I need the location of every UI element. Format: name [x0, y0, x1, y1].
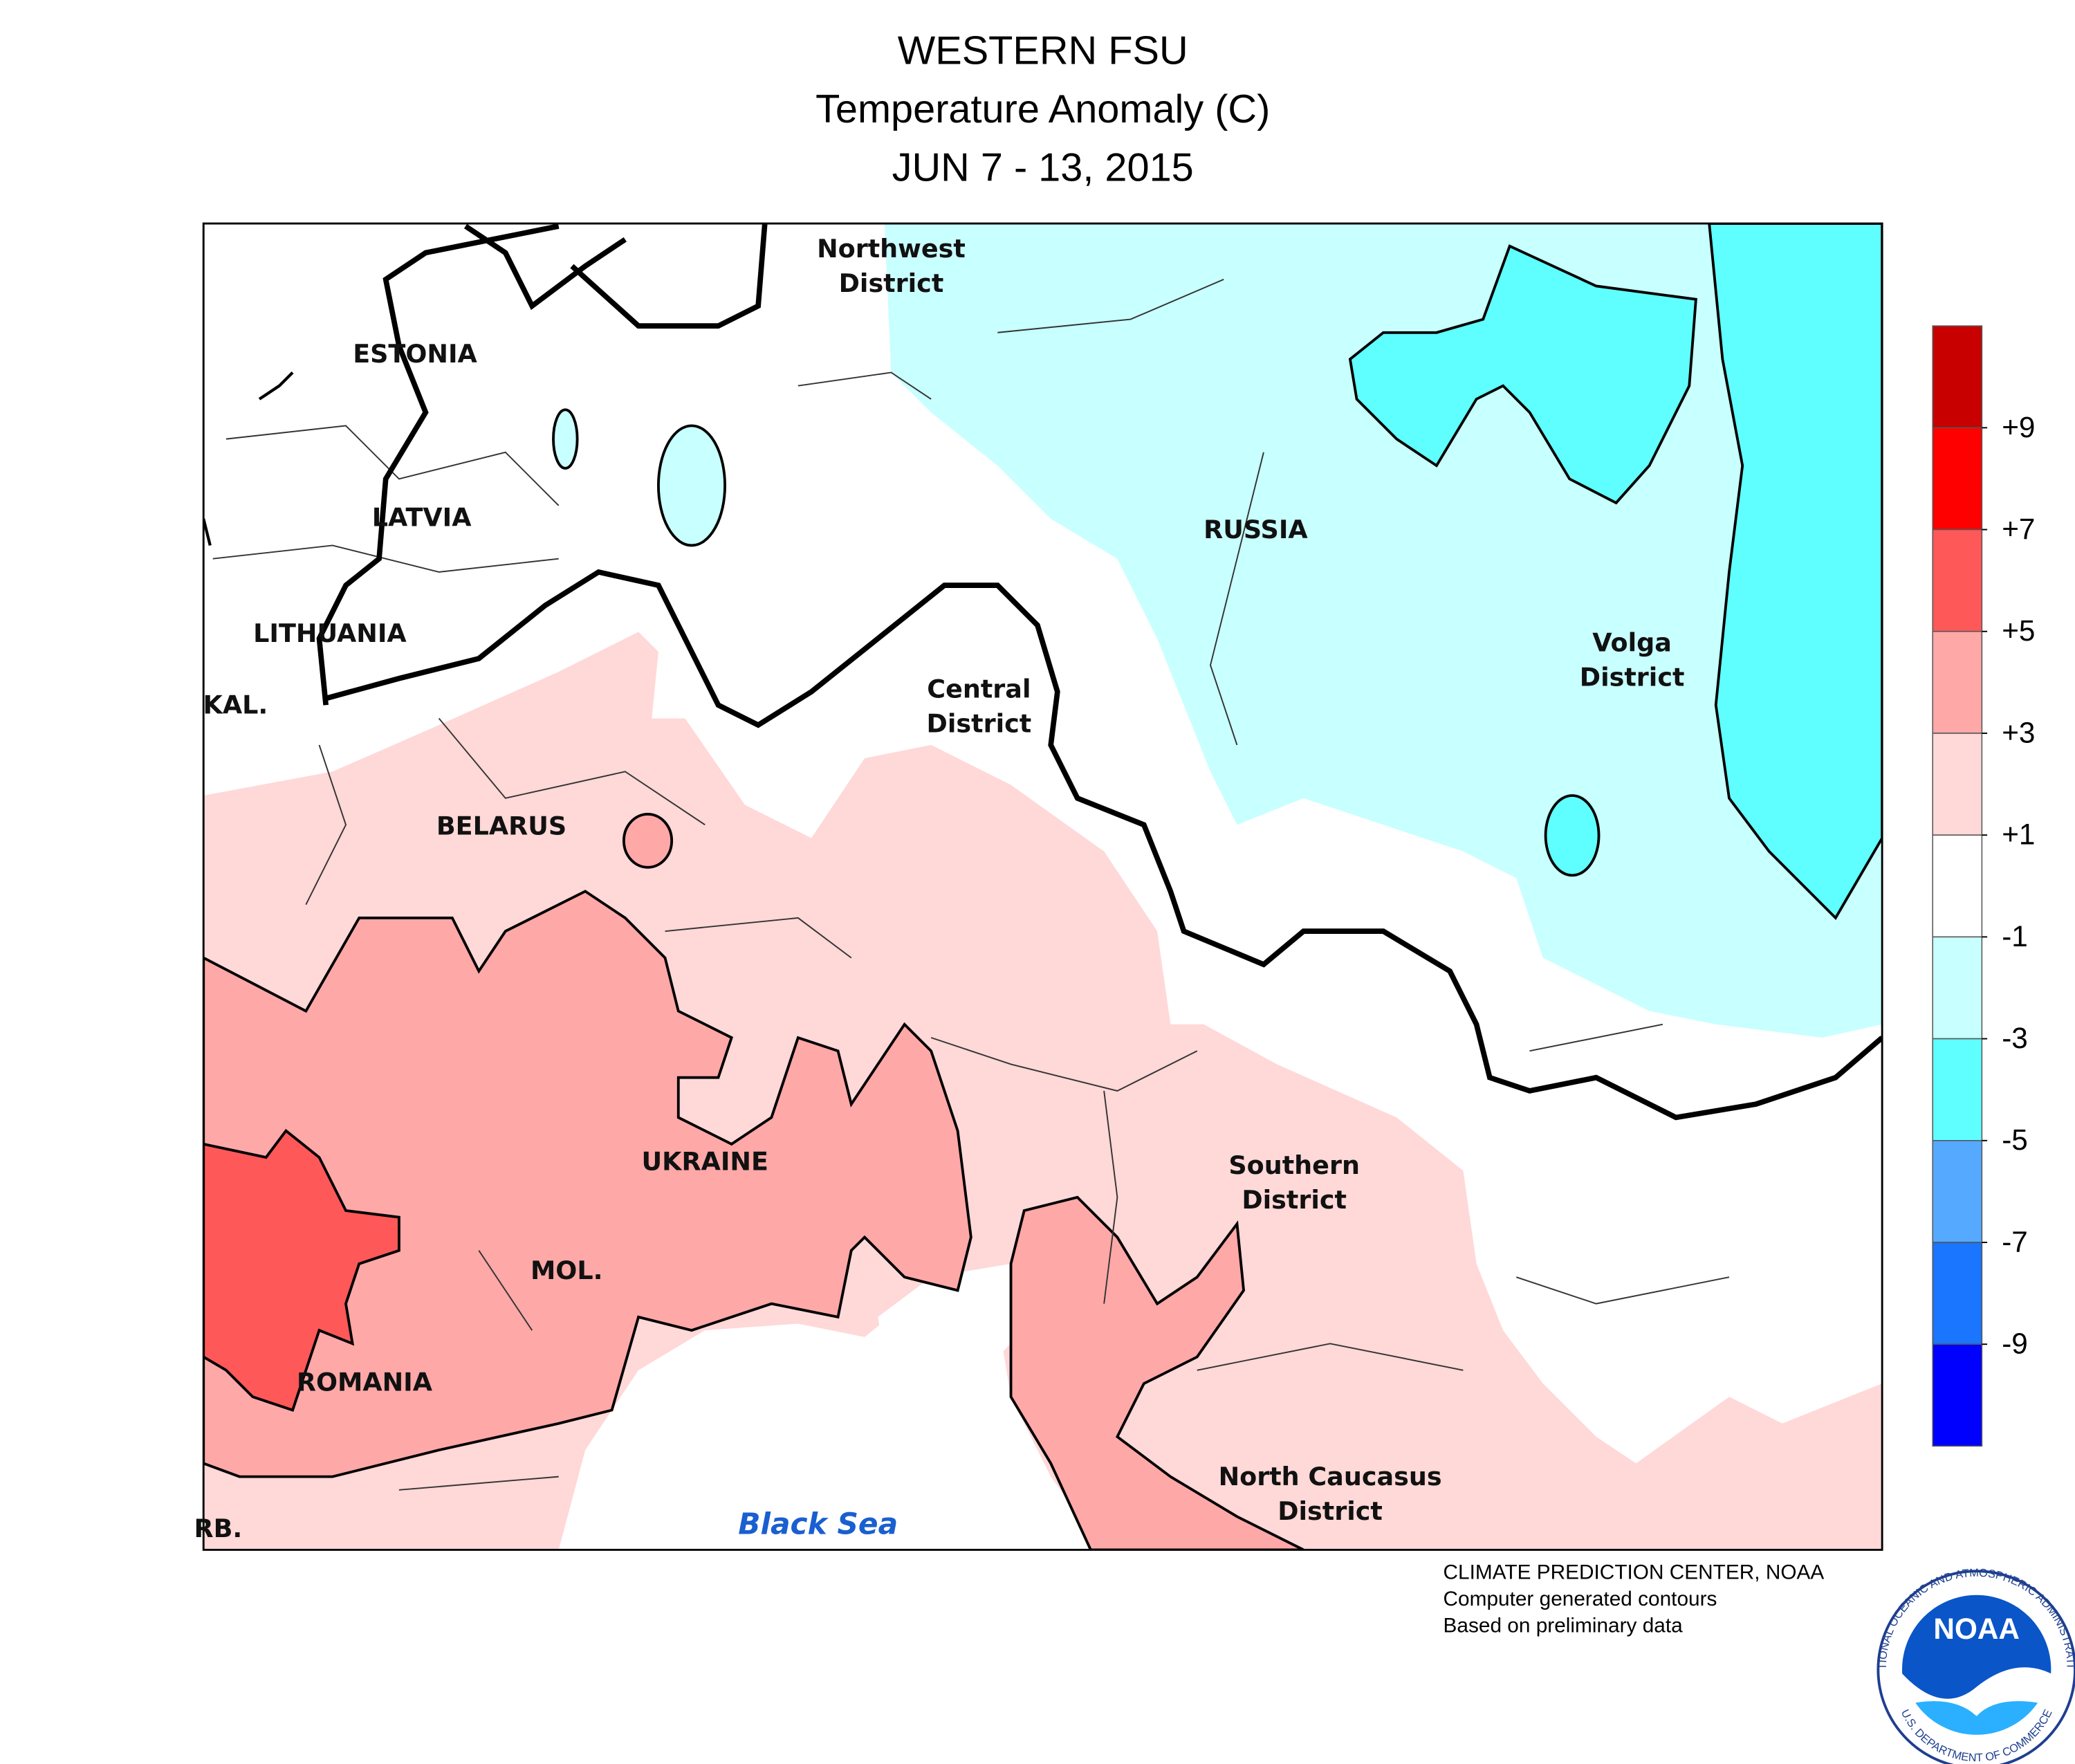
legend-tick-label: +1	[2002, 818, 2035, 851]
anomaly-region	[1544, 794, 1601, 877]
credit-line: CLIMATE PREDICTION CENTER, NOAA	[1444, 1561, 1825, 1584]
region-label: ESTONIA	[353, 339, 477, 369]
anomaly-region	[1348, 244, 1697, 505]
region-label: LITHUANIA	[253, 618, 407, 648]
region-label: LATVIA	[372, 503, 472, 533]
country-border	[212, 278, 1730, 1491]
region-label: MOL.	[531, 1256, 603, 1285]
legend-tick-label: +9	[2002, 411, 2035, 443]
region-label: Volga	[1592, 627, 1672, 657]
legend-swatch	[1932, 630, 1983, 734]
legend-swatch	[1932, 834, 1983, 938]
zero-contour	[203, 371, 294, 546]
map-area	[203, 223, 1883, 1550]
region-label: ROMANIA	[297, 1368, 433, 1397]
legend-tick-label: -9	[2002, 1327, 2028, 1360]
anomaly-region	[203, 1128, 400, 1412]
region-label: District	[839, 268, 944, 298]
anomaly-region	[657, 424, 726, 547]
legend-tick-label: -3	[2002, 1022, 2028, 1054]
legend-tick-label: +3	[2002, 716, 2035, 748]
credit-line: Based on preliminary data	[1444, 1615, 1684, 1637]
map-frame	[202, 222, 1883, 1551]
anomaly-region	[203, 890, 972, 1478]
region-label: District	[1242, 1185, 1347, 1215]
legend-swatch	[1932, 1140, 1983, 1243]
logo-text: NOAA	[1933, 1613, 2020, 1645]
region-label: North Caucasus	[1219, 1462, 1442, 1491]
region-label: BELARUS	[436, 811, 566, 841]
legend-tick-label: +5	[2002, 614, 2035, 647]
legend-tick-label: +7	[2002, 513, 2035, 545]
anomaly-region	[552, 408, 579, 470]
logo-gull	[1902, 1667, 2051, 1764]
legend-tick-label: -1	[2002, 920, 2028, 953]
region-label: Southern	[1228, 1150, 1360, 1180]
legend-swatch	[1932, 427, 1983, 531]
zero-contour	[316, 223, 1883, 1121]
legend: +9 +7 +5 +3 +1 -1 -3 -5 -7 -9	[1932, 325, 2035, 1447]
anomaly-region	[622, 813, 674, 869]
anomaly-region	[1708, 223, 1883, 921]
legend-swatch	[1932, 733, 1983, 836]
region-label: Northwest	[817, 234, 966, 264]
map-labels: Northwest District ESTONIA LATVIA LITHUANIA K…	[194, 234, 1684, 1543]
legend-swatch	[1932, 529, 1983, 632]
region-label: District	[1278, 1496, 1383, 1526]
region-label: District	[927, 709, 1032, 739]
legend-swatch	[1932, 325, 1983, 429]
legend-tick-label: -5	[2002, 1123, 2028, 1156]
region-label: KAL.	[203, 690, 268, 720]
legend-swatch	[1932, 936, 1983, 1040]
region-label: RUSSIA	[1204, 515, 1308, 544]
logo-wave	[1915, 1701, 2038, 1735]
region-label: District	[1580, 662, 1685, 692]
legend-swatch	[1932, 1343, 1983, 1447]
region-label: RB.	[194, 1514, 242, 1543]
credit-line: Computer generated contours	[1444, 1588, 1717, 1610]
region-label: Central	[927, 674, 1031, 704]
region-label: Black Sea	[738, 1507, 898, 1541]
anomaly-region	[1009, 1195, 1304, 1550]
legend-swatch	[1932, 1242, 1983, 1345]
region-label: UKRAINE	[642, 1146, 768, 1176]
map-subtitle: Temperature Anomaly (C)	[815, 87, 1270, 131]
legend-swatch	[1932, 1038, 1983, 1141]
map-title: WESTERN FSU	[898, 28, 1188, 73]
legend-tick-label: -7	[2002, 1225, 2028, 1258]
map-period: JUN 7 - 13, 2015	[892, 146, 1194, 190]
